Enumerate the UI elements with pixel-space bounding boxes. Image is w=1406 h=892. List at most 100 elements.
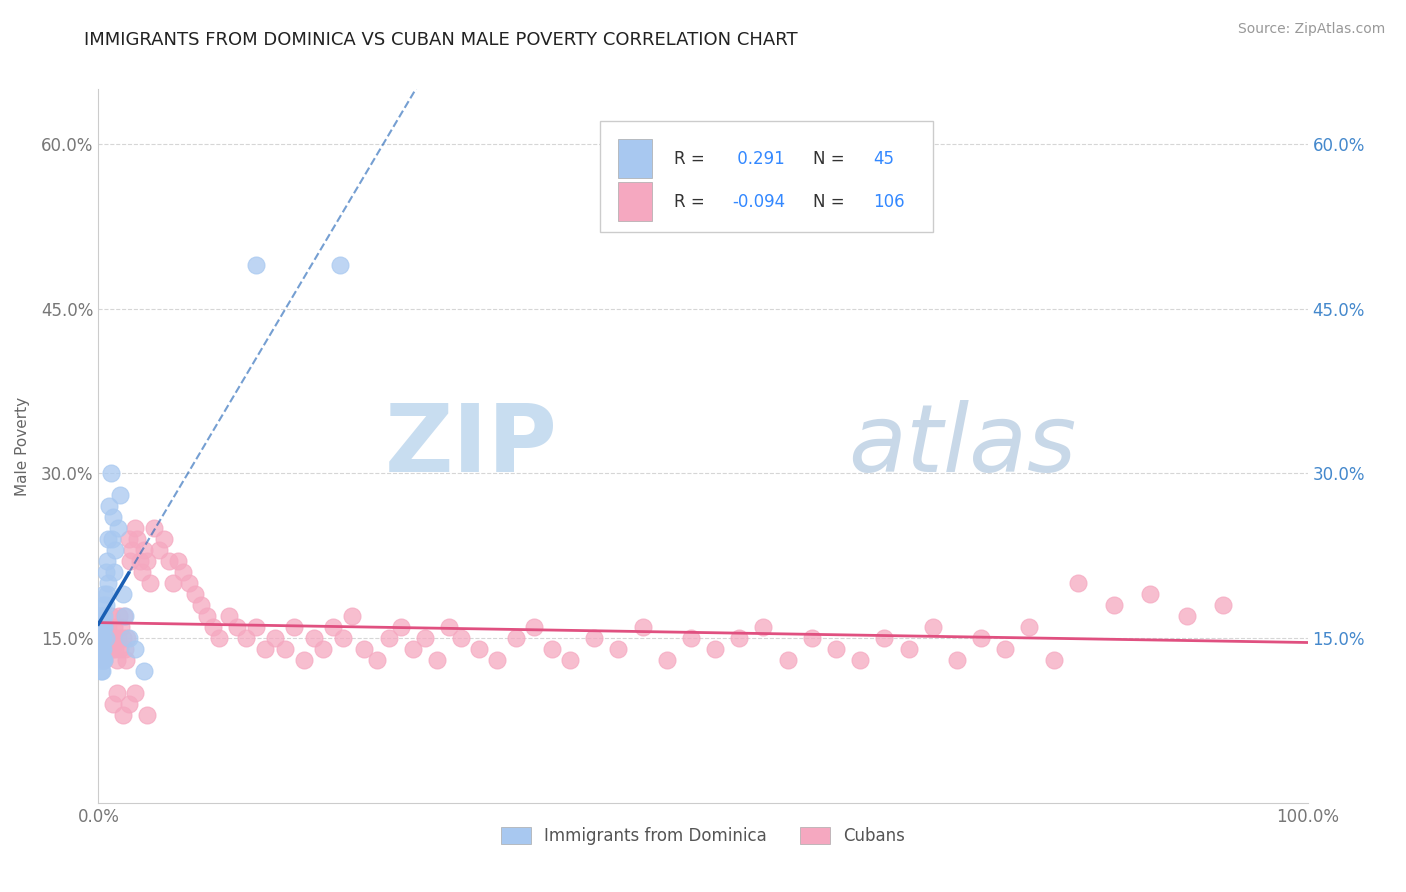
Point	[100, 467, 122, 481]
Point	[114, 609, 136, 624]
Point	[152, 533, 174, 547]
Point	[631, 620, 654, 634]
Point	[111, 587, 134, 601]
Point	[90, 631, 112, 645]
Point	[131, 566, 153, 580]
Point	[184, 587, 207, 601]
Point	[91, 642, 114, 657]
Point	[1042, 653, 1064, 667]
Text: 45: 45	[873, 150, 894, 168]
Point	[91, 653, 114, 667]
Point	[134, 664, 156, 678]
Point	[413, 631, 436, 645]
Point	[90, 620, 112, 634]
Point	[134, 543, 156, 558]
Point	[97, 576, 120, 591]
Bar	[619, 139, 652, 178]
Point	[105, 653, 128, 667]
Point	[505, 631, 527, 645]
Point	[426, 653, 449, 667]
Point	[679, 631, 702, 645]
Text: R =: R =	[673, 150, 710, 168]
Point	[190, 598, 212, 612]
Point	[970, 631, 993, 645]
Point	[450, 631, 472, 645]
Text: N =: N =	[813, 193, 849, 211]
Point	[115, 653, 138, 667]
Point	[107, 521, 129, 535]
Point	[105, 686, 128, 700]
Point	[776, 653, 799, 667]
Point	[468, 642, 491, 657]
Point	[117, 631, 139, 645]
Point	[292, 653, 315, 667]
Point	[108, 609, 131, 624]
Point	[202, 620, 225, 634]
Point	[91, 653, 114, 667]
Point	[800, 631, 823, 645]
Point	[558, 653, 581, 667]
Point	[118, 697, 141, 711]
Point	[124, 521, 146, 535]
Point	[389, 620, 412, 634]
Point	[825, 642, 848, 657]
Point	[437, 620, 460, 634]
Point	[1102, 598, 1125, 612]
Text: 0.291: 0.291	[733, 150, 785, 168]
Text: atlas: atlas	[848, 401, 1077, 491]
Point	[172, 566, 194, 580]
Point	[312, 642, 335, 657]
Point	[873, 631, 896, 645]
Point	[112, 609, 135, 624]
Point	[167, 554, 190, 568]
Point	[91, 620, 114, 634]
Text: R =: R =	[673, 193, 710, 211]
Text: Source: ZipAtlas.com: Source: ZipAtlas.com	[1237, 22, 1385, 37]
Point	[110, 620, 132, 634]
Point	[91, 631, 114, 645]
Point	[366, 653, 388, 667]
Point	[283, 620, 305, 634]
Point	[218, 609, 240, 624]
Point	[91, 620, 114, 634]
Point	[111, 631, 134, 645]
Point	[93, 620, 115, 634]
Point	[245, 258, 267, 272]
Point	[127, 533, 149, 547]
Point	[946, 653, 969, 667]
Point	[302, 631, 325, 645]
Point	[124, 642, 146, 657]
Point	[118, 554, 141, 568]
Point	[96, 587, 118, 601]
Point	[111, 708, 134, 723]
Point	[101, 697, 124, 711]
Point	[98, 500, 121, 514]
Point	[849, 653, 872, 667]
Point	[329, 258, 352, 272]
Bar	[619, 182, 652, 221]
Point	[104, 642, 127, 657]
Text: -0.094: -0.094	[733, 193, 785, 211]
Point	[100, 533, 122, 547]
Point	[100, 609, 122, 624]
Point	[93, 587, 115, 601]
Point	[93, 653, 115, 667]
Point	[752, 620, 775, 634]
Point	[342, 609, 364, 624]
Point	[208, 631, 231, 645]
Point	[94, 631, 117, 645]
Point	[994, 642, 1017, 657]
Point	[148, 543, 170, 558]
Legend: Immigrants from Dominica, Cubans: Immigrants from Dominica, Cubans	[494, 820, 912, 852]
Point	[143, 521, 166, 535]
Point	[96, 554, 118, 568]
Point	[104, 543, 127, 558]
Point	[107, 631, 129, 645]
Point	[91, 631, 114, 645]
Point	[90, 642, 112, 657]
Point	[157, 554, 180, 568]
Point	[94, 566, 117, 580]
Point	[226, 620, 249, 634]
Point	[128, 554, 150, 568]
Point	[108, 488, 131, 502]
